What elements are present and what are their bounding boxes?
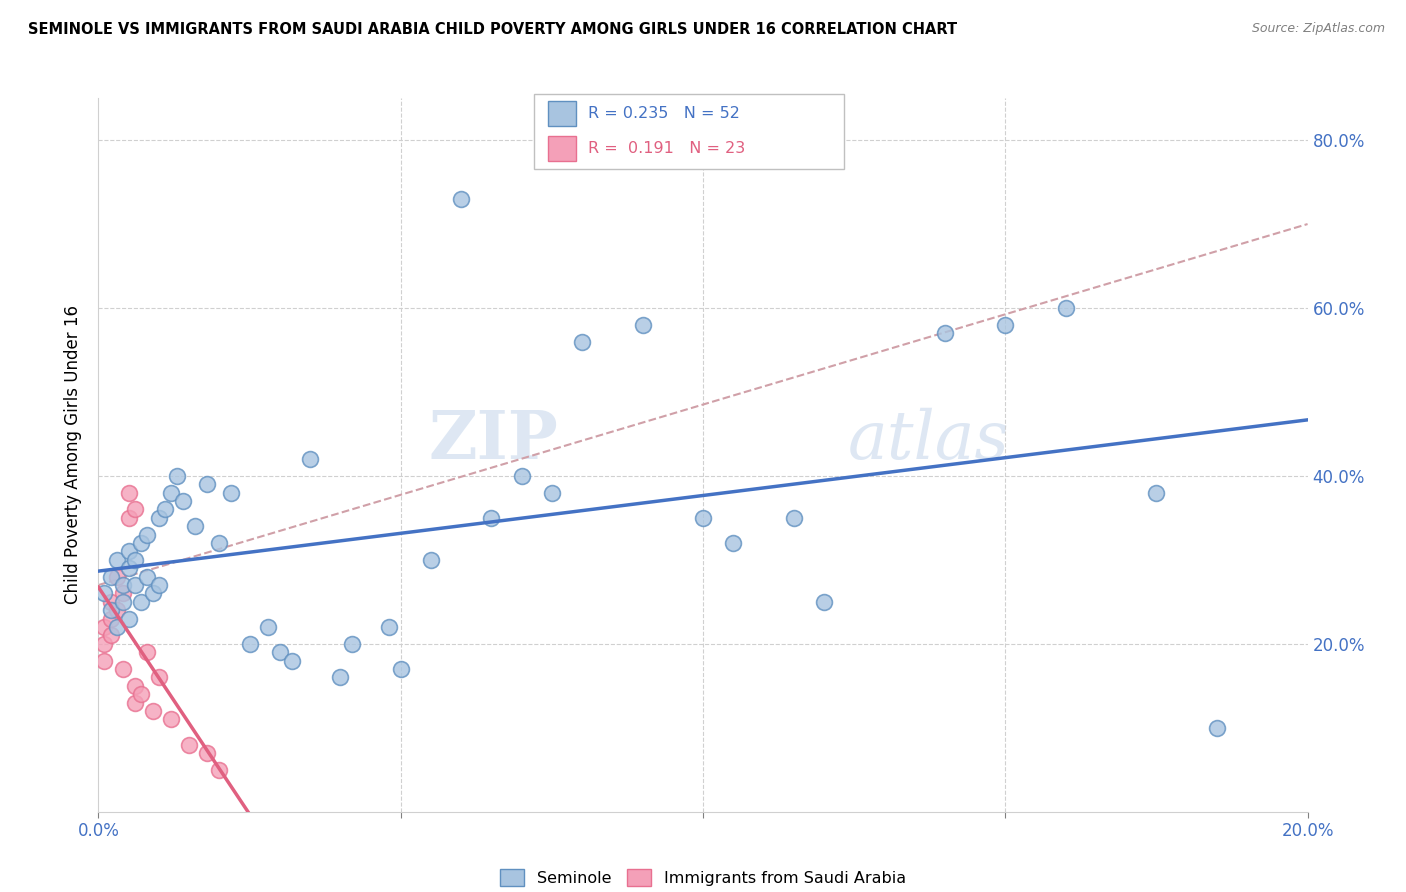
- Point: [142, 704, 165, 718]
- Point: [124, 578, 146, 592]
- Point: [184, 519, 207, 533]
- Point: [389, 662, 412, 676]
- Text: ZIP: ZIP: [429, 409, 558, 473]
- Point: [1054, 301, 1077, 315]
- Point: [135, 527, 157, 541]
- Legend: Seminole, Immigrants from Saudi Arabia: Seminole, Immigrants from Saudi Arabia: [501, 869, 905, 886]
- Point: [934, 326, 956, 341]
- Point: [118, 561, 141, 575]
- Point: [105, 620, 128, 634]
- Point: [239, 637, 262, 651]
- Point: [160, 485, 183, 500]
- Point: [342, 637, 364, 651]
- Point: [148, 670, 170, 684]
- Point: [100, 603, 122, 617]
- Point: [723, 536, 745, 550]
- Y-axis label: Child Poverty Among Girls Under 16: Child Poverty Among Girls Under 16: [65, 305, 83, 605]
- Point: [208, 536, 231, 550]
- Point: [195, 746, 218, 760]
- Point: [1144, 485, 1167, 500]
- Point: [118, 544, 141, 558]
- Point: [93, 620, 115, 634]
- Point: [118, 612, 141, 626]
- Point: [105, 553, 128, 567]
- Point: [111, 578, 134, 592]
- Point: [129, 536, 152, 550]
- Point: [377, 620, 399, 634]
- Point: [450, 192, 472, 206]
- Point: [124, 679, 146, 693]
- Point: [256, 620, 278, 634]
- Point: [142, 586, 165, 600]
- Point: [93, 654, 115, 668]
- Point: [281, 654, 304, 668]
- Point: [118, 485, 141, 500]
- Point: [124, 553, 146, 567]
- Point: [93, 637, 115, 651]
- Point: [135, 569, 157, 583]
- Point: [129, 595, 152, 609]
- Point: [420, 553, 443, 567]
- Point: [111, 595, 134, 609]
- Text: Source: ZipAtlas.com: Source: ZipAtlas.com: [1251, 22, 1385, 36]
- Point: [269, 645, 291, 659]
- Point: [100, 569, 122, 583]
- Point: [179, 738, 201, 752]
- Point: [118, 511, 141, 525]
- Point: [481, 511, 503, 525]
- Point: [100, 595, 122, 609]
- Point: [813, 595, 835, 609]
- Point: [783, 511, 806, 525]
- Point: [1206, 721, 1229, 735]
- Point: [124, 696, 146, 710]
- Point: [160, 712, 183, 726]
- Point: [329, 670, 352, 684]
- Point: [221, 485, 243, 500]
- Text: atlas: atlas: [848, 408, 1010, 474]
- Point: [148, 511, 170, 525]
- Point: [100, 612, 122, 626]
- Point: [540, 485, 562, 500]
- Point: [135, 645, 157, 659]
- Point: [93, 586, 115, 600]
- Point: [195, 477, 218, 491]
- Point: [172, 494, 194, 508]
- Point: [994, 318, 1017, 332]
- Point: [692, 511, 714, 525]
- Point: [166, 469, 188, 483]
- Text: R = 0.235   N = 52: R = 0.235 N = 52: [588, 106, 740, 120]
- Point: [299, 452, 322, 467]
- Point: [124, 502, 146, 516]
- Point: [111, 662, 134, 676]
- Point: [571, 334, 593, 349]
- Point: [100, 628, 122, 642]
- Point: [510, 469, 533, 483]
- Point: [153, 502, 176, 516]
- Point: [111, 586, 134, 600]
- Text: R =  0.191   N = 23: R = 0.191 N = 23: [588, 142, 745, 156]
- Point: [148, 578, 170, 592]
- Point: [129, 687, 152, 701]
- Point: [208, 763, 231, 777]
- Point: [105, 603, 128, 617]
- Point: [631, 318, 654, 332]
- Point: [105, 569, 128, 583]
- Text: SEMINOLE VS IMMIGRANTS FROM SAUDI ARABIA CHILD POVERTY AMONG GIRLS UNDER 16 CORR: SEMINOLE VS IMMIGRANTS FROM SAUDI ARABIA…: [28, 22, 957, 37]
